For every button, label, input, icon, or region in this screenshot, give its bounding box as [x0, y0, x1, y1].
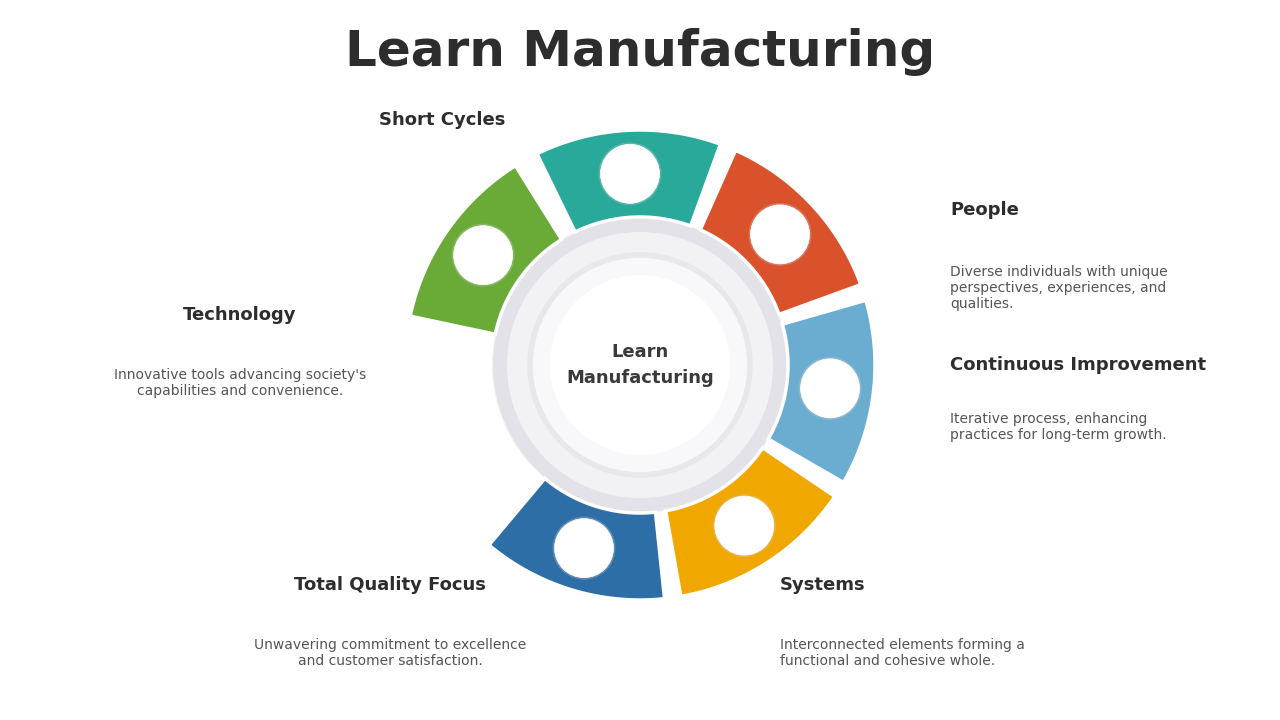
Text: Technology: Technology: [183, 306, 297, 324]
Text: Learn
Manufacturing: Learn Manufacturing: [566, 343, 714, 387]
Polygon shape: [700, 150, 861, 315]
Circle shape: [453, 225, 512, 284]
Circle shape: [550, 275, 730, 455]
Polygon shape: [768, 300, 876, 482]
Circle shape: [714, 496, 774, 555]
Text: Learn Manufacturing: Learn Manufacturing: [344, 28, 936, 76]
Circle shape: [750, 205, 809, 264]
Text: Continuous Improvement: Continuous Improvement: [950, 356, 1206, 374]
Circle shape: [599, 143, 662, 205]
Polygon shape: [410, 166, 562, 334]
Text: Interconnected elements forming a
functional and cohesive whole.: Interconnected elements forming a functi…: [780, 638, 1025, 668]
Text: Total Quality Focus: Total Quality Focus: [294, 576, 486, 594]
Text: Systems: Systems: [780, 576, 865, 594]
Polygon shape: [538, 130, 721, 232]
Text: Iterative process, enhancing
practices for long-term growth.: Iterative process, enhancing practices f…: [950, 412, 1166, 442]
Polygon shape: [666, 448, 835, 596]
Circle shape: [749, 203, 812, 266]
Circle shape: [492, 217, 788, 513]
Circle shape: [452, 224, 515, 287]
Circle shape: [713, 494, 776, 557]
Circle shape: [553, 517, 616, 580]
Circle shape: [799, 357, 861, 420]
Circle shape: [600, 144, 659, 203]
Text: Short Cycles: Short Cycles: [379, 111, 506, 129]
Text: People: People: [950, 201, 1019, 219]
Text: Innovative tools advancing society's
capabilities and convenience.: Innovative tools advancing society's cap…: [114, 368, 366, 398]
Circle shape: [530, 255, 750, 475]
Circle shape: [800, 359, 860, 418]
Text: Unwavering commitment to excellence
and customer satisfaction.: Unwavering commitment to excellence and …: [253, 638, 526, 668]
Polygon shape: [489, 478, 664, 600]
Circle shape: [552, 277, 728, 453]
Circle shape: [554, 518, 613, 577]
Text: Diverse individuals with unique
perspectives, experiences, and
qualities.: Diverse individuals with unique perspect…: [950, 265, 1167, 311]
